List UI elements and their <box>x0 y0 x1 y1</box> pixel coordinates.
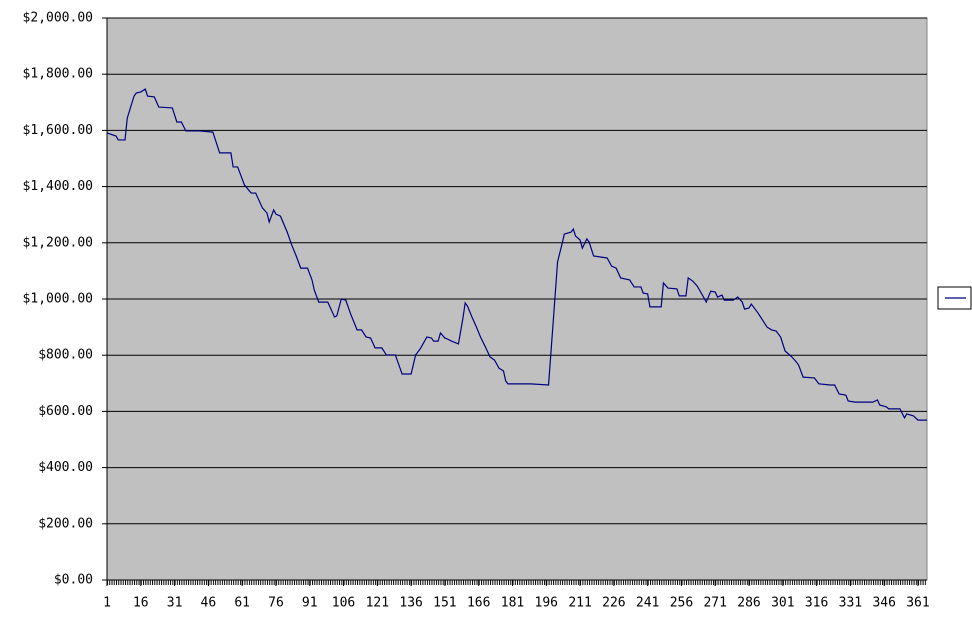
x-tick-label: 226 <box>602 596 625 611</box>
x-tick-label: 241 <box>636 596 659 611</box>
y-tick-label: $1,800.00 <box>23 67 93 82</box>
y-tick-label: $2,000.00 <box>23 11 93 26</box>
x-tick-label: 181 <box>501 596 524 611</box>
x-tick-label: 121 <box>366 596 389 611</box>
x-tick-label: 346 <box>872 596 895 611</box>
x-tick-label: 31 <box>167 596 183 611</box>
x-tick-label: 61 <box>234 596 250 611</box>
x-tick-label: 211 <box>568 596 591 611</box>
x-tick-label: 286 <box>737 596 760 611</box>
x-tick-label: 271 <box>703 596 726 611</box>
line-series <box>106 88 927 421</box>
x-tick-label: 91 <box>302 596 318 611</box>
x-tick-label: 1 <box>103 596 111 611</box>
x-tick-label: 16 <box>133 596 149 611</box>
y-tick-label: $800.00 <box>38 348 93 363</box>
y-tick-label: $1,400.00 <box>23 179 93 194</box>
x-tick-label: 256 <box>670 596 693 611</box>
y-tick-label: $1,200.00 <box>23 235 93 250</box>
x-tick-label: 196 <box>535 596 558 611</box>
y-tick-label: $1,000.00 <box>23 292 93 307</box>
x-tick-label: 76 <box>268 596 284 611</box>
x-tick-label: 106 <box>332 596 355 611</box>
y-tick-label: $0.00 <box>54 573 93 588</box>
y-tick-label: $200.00 <box>38 516 93 531</box>
minor-ticks <box>107 580 927 585</box>
x-tick-label: 46 <box>201 596 217 611</box>
y-tick-label: $600.00 <box>38 404 93 419</box>
y-tick-label: $400.00 <box>38 460 93 475</box>
x-tick-label: 136 <box>399 596 422 611</box>
x-tick-label: 301 <box>771 596 794 611</box>
x-tick-label: 316 <box>805 596 828 611</box>
x-tick-label: 331 <box>839 596 862 611</box>
x-tick-label: 361 <box>906 596 929 611</box>
x-tick-label: 166 <box>467 596 490 611</box>
x-tick-label: 151 <box>433 596 456 611</box>
y-tick-label: $1,600.00 <box>23 123 93 138</box>
